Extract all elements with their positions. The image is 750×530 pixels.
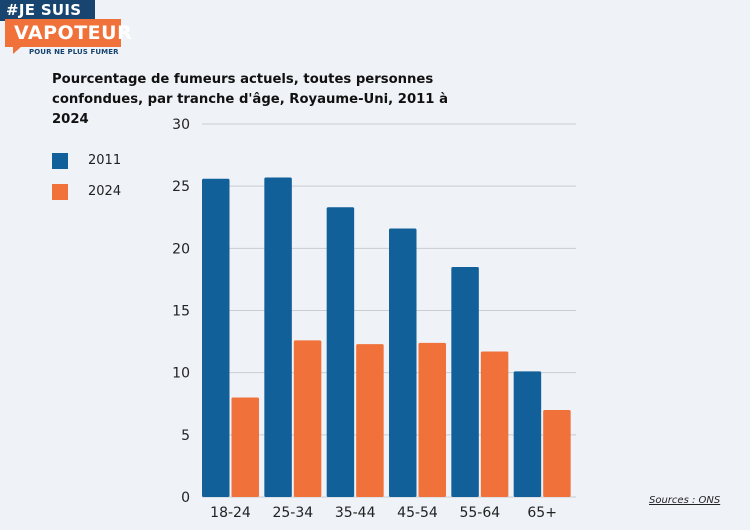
legend-item-2024: 2024 — [52, 176, 121, 207]
bar-2011-18-24 — [202, 178, 230, 497]
y-tick-label-30: 30 — [172, 117, 190, 133]
bar-2011-65+ — [513, 371, 542, 497]
bar-2011-45-54 — [389, 228, 417, 497]
bar-2024-45-54 — [418, 342, 446, 497]
y-tick-label-5: 5 — [181, 428, 190, 444]
x-tick-label-35-44: 35-44 — [335, 505, 376, 521]
y-tick-label-0: 0 — [181, 490, 190, 506]
x-tick-label-55-64: 55-64 — [459, 505, 500, 521]
y-tick-label-10: 10 — [172, 366, 190, 382]
x-tick-label-18-24: 18-24 — [210, 505, 251, 521]
x-tick-label-45-54: 45-54 — [397, 505, 438, 521]
chart-legend: 2011 2024 — [52, 145, 121, 207]
legend-swatch-2011 — [52, 152, 68, 169]
x-tick-label-25-34: 25-34 — [272, 505, 313, 521]
y-tick-label-15: 15 — [172, 304, 190, 320]
bar-2024-65+ — [543, 409, 571, 497]
legend-swatch-2024 — [52, 183, 68, 200]
bar-2024-35-44 — [356, 344, 384, 497]
logo-line-1: #JE SUIS — [0, 0, 95, 21]
source-note: Sources : ONS — [649, 495, 721, 506]
bar-2024-25-34 — [293, 340, 322, 497]
bar-2024-18-24 — [231, 397, 259, 497]
speech-bubble-tail-icon — [13, 46, 22, 54]
legend-label-2011: 2011 — [88, 153, 122, 168]
logo-line-2: VAPOTEUR — [5, 19, 132, 47]
legend-label-2024: 2024 — [88, 184, 122, 199]
bar-2011-25-34 — [264, 177, 292, 498]
x-tick-label-65+: 65+ — [527, 505, 557, 521]
y-tick-label-20: 20 — [172, 241, 190, 257]
bar-2011-35-44 — [326, 207, 355, 497]
chart-title: Pourcentage de fumeurs actuels, toutes p… — [52, 72, 448, 127]
bar-2024-55-64 — [480, 351, 509, 497]
legend-item-2011: 2011 — [52, 145, 121, 176]
logo-tagline: POUR NE PLUS FUMER — [29, 48, 119, 56]
bar-2011-55-64 — [451, 266, 479, 497]
y-tick-label-25: 25 — [172, 179, 190, 195]
brand-logo: #JE SUIS VAPOTEUR POUR NE PLUS FUMER — [0, 0, 132, 60]
